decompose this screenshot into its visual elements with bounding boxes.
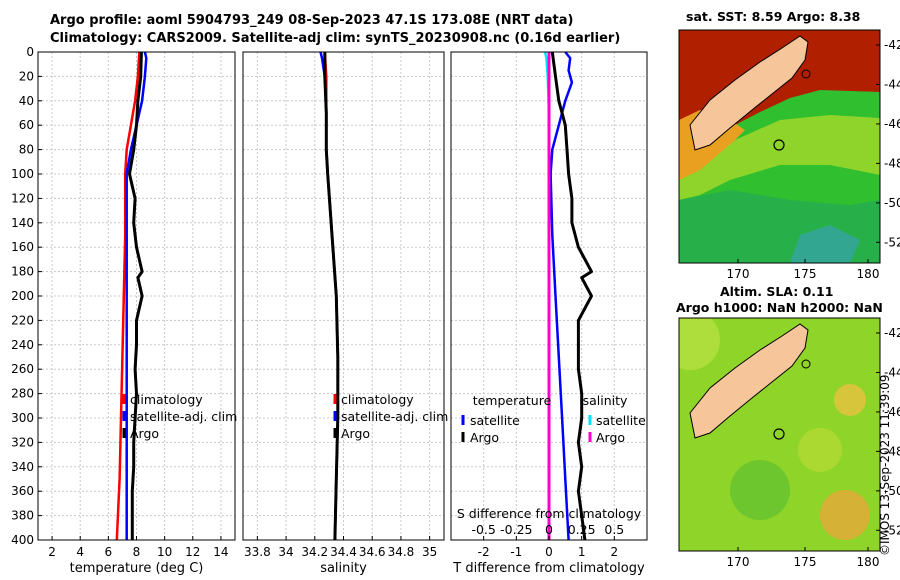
legend-label: satellite-adj. clim [130, 409, 237, 424]
top-x-tick-label: 0 [545, 522, 553, 537]
x-tick-label: 0 [545, 545, 553, 559]
panel-difference: -2 -1 0 1 2 T difference from climatology temp… [450, 51, 648, 576]
lat-tick-label: -50 [884, 196, 900, 210]
legend-title-temperature: temperature [473, 393, 552, 408]
lat-tick-label: -44 [884, 365, 900, 379]
y-tick-label: 340 [11, 460, 34, 474]
x-tick-label: -2 [478, 545, 490, 559]
legend-label: Argo [470, 430, 499, 445]
x-axis-label: T difference from climatology [452, 561, 645, 576]
y-tick-label: 180 [11, 265, 34, 279]
lon-tick-label: 180 [857, 267, 880, 281]
x-axis-label: salinity [320, 561, 367, 576]
x-tick-label: 4 [76, 545, 84, 559]
legend-label: climatology [130, 392, 203, 407]
sla-map-title: Altim. SLA: 0.11 [720, 284, 834, 299]
legend-label: Argo [130, 426, 159, 441]
y-tick-label: 60 [19, 118, 34, 132]
panel-temperature: 2 4 6 8 10 12 14 temperature (deg C) 0 20 40 60 80 10… [11, 45, 237, 576]
y-tick-label: 100 [11, 167, 34, 181]
y-tick-label: 360 [11, 484, 34, 498]
y-tick-label: 260 [11, 362, 34, 376]
y-tick-label: 200 [11, 289, 34, 303]
top-x-tick-label: -0.25 [500, 522, 532, 537]
x-tick-label: -1 [510, 545, 522, 559]
lat-tick-label: -44 [884, 77, 900, 91]
x-tick-label: 33.8 [244, 545, 271, 559]
y-tick-label: 140 [11, 216, 34, 230]
legend-title-salinity: salinity [583, 393, 628, 408]
top-x-axis-label: S difference from climatology [457, 506, 642, 521]
lon-tick-label: 175 [794, 555, 817, 569]
sst-map-title: sat. SST: 8.59 Argo: 8.38 [686, 9, 861, 24]
top-x-tick-label: -0.5 [471, 522, 495, 537]
chart-title-line2: Climatology: CARS2009. Satellite-adj cli… [50, 31, 621, 46]
y-tick-label: 280 [11, 387, 34, 401]
lat-tick-label: -46 [884, 117, 900, 131]
series-climatology [115, 51, 141, 541]
top-x-tick-label: 0.5 [604, 522, 624, 537]
lat-tick-label: -42 [884, 326, 900, 340]
x-tick-label: 8 [133, 545, 141, 559]
top-x-tick-label: 0.25 [568, 522, 596, 537]
y-tick-label: 380 [11, 509, 34, 523]
y-tick-label: 320 [11, 435, 34, 449]
x-tick-label: 1 [578, 545, 586, 559]
lon-tick-label: 180 [857, 555, 880, 569]
y-tick-label: 120 [11, 191, 34, 205]
y-tick-label: 160 [11, 240, 34, 254]
x-tick-label: 6 [105, 545, 113, 559]
series-t-satellite [549, 51, 574, 541]
panel-salinity: 33.8 34 34.2 34.4 34.6 34.8 35 salinity climatol… [242, 51, 448, 576]
sst-map [679, 30, 880, 263]
legend-label: satellite [596, 413, 646, 428]
x-tick-label: 2 [611, 545, 619, 559]
lat-tick-label: -42 [884, 38, 900, 52]
y-tick-label: 20 [19, 69, 34, 83]
legend-label: satellite [470, 413, 520, 428]
legend-label: Argo [341, 426, 370, 441]
series-satellite-adj-clim [125, 51, 148, 540]
x-tick-label: 34 [278, 545, 293, 559]
lon-tick-label: 170 [727, 267, 750, 281]
lat-tick-label: -48 [884, 444, 900, 458]
legend-label: climatology [341, 392, 414, 407]
y-tick-label: 80 [19, 143, 34, 157]
x-tick-label: 14 [213, 545, 228, 559]
x-tick-label: 35 [422, 545, 437, 559]
lat-tick-label: -48 [884, 156, 900, 170]
series-t-argo [550, 51, 593, 541]
x-tick-label: 2 [48, 545, 56, 559]
lat-tick-label: -50 [884, 484, 900, 498]
x-tick-label: 34.8 [388, 545, 415, 559]
lat-tick-label: -46 [884, 405, 900, 419]
lon-tick-label: 175 [794, 267, 817, 281]
series-argo [128, 51, 144, 540]
lat-tick-label: -52 [884, 235, 900, 249]
x-tick-label: 10 [157, 545, 172, 559]
series-argo [323, 52, 340, 541]
x-axis-label: temperature (deg C) [70, 561, 204, 576]
y-tick-label: 400 [11, 533, 34, 547]
lat-tick-label: -52 [884, 523, 900, 537]
x-tick-label: 12 [185, 545, 200, 559]
y-tick-label: 40 [19, 94, 34, 108]
chart-title-line1: Argo profile: aoml 5904793_249 08-Sep-20… [50, 13, 574, 28]
lon-tick-label: 170 [727, 555, 750, 569]
x-tick-label: 34.4 [330, 545, 357, 559]
x-tick-label: 34.6 [359, 545, 386, 559]
y-tick-label: 240 [11, 338, 34, 352]
x-tick-label: 34.2 [301, 545, 328, 559]
argo-height-title: Argo h1000: NaN h2000: NaN [676, 300, 883, 315]
y-tick-label: 220 [11, 313, 34, 327]
y-tick-label: 300 [11, 411, 34, 425]
sla-map [679, 318, 880, 551]
y-tick-label: 0 [26, 45, 34, 59]
legend-label: Argo [596, 430, 625, 445]
legend-label: satellite-adj. clim [341, 409, 448, 424]
